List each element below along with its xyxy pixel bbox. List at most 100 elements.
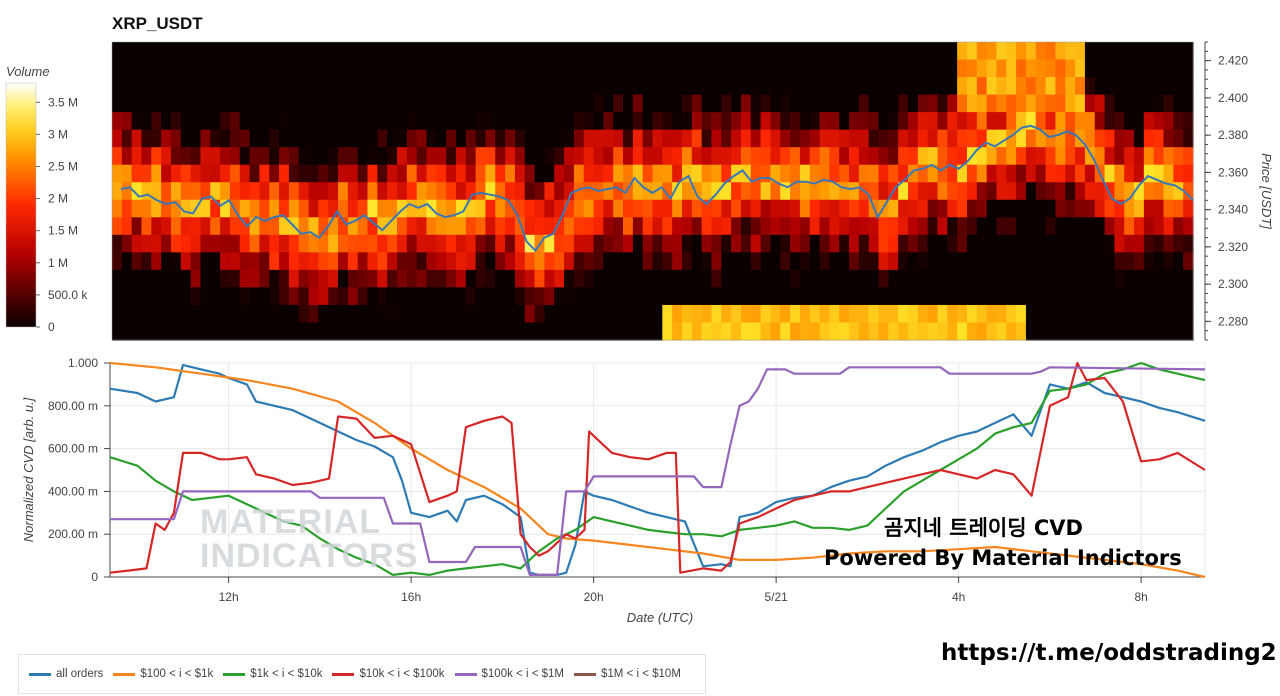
heatmap-cell <box>947 304 958 324</box>
legend-item[interactable]: all orders <box>29 668 103 680</box>
heatmap-cell <box>1173 182 1184 201</box>
heatmap-cell <box>878 42 889 61</box>
heatmap-cell <box>819 304 830 324</box>
legend-item[interactable]: $100 < i < $1k <box>113 668 213 680</box>
heatmap-cell <box>210 322 221 341</box>
heatmap-cell <box>141 234 152 253</box>
heatmap-cell <box>652 217 663 236</box>
heatmap-cell <box>288 304 300 324</box>
heatmap-cell <box>809 59 821 78</box>
heatmap-cell <box>347 252 359 271</box>
heatmap-cell <box>416 322 428 341</box>
legend-item[interactable]: $100k < i < $1M <box>454 668 564 680</box>
heatmap-cell <box>229 164 241 183</box>
heatmap-cell <box>426 94 437 113</box>
heatmap-cell <box>1143 147 1155 166</box>
heatmap-cell <box>819 112 830 131</box>
heatmap-cell <box>996 94 1007 113</box>
heatmap-cell <box>966 129 978 148</box>
cvd-y-axis-title: Normalized CVD [arb. u.] <box>21 397 36 542</box>
heatmap-cell <box>259 42 270 61</box>
heatmap-cell <box>554 287 565 306</box>
heatmap-cell <box>338 269 349 289</box>
heatmap-cell <box>809 287 821 306</box>
heatmap-cell <box>200 59 211 78</box>
price-heatmap-chart[interactable]: 2.2802.3002.3202.3402.3602.3802.4002.420… <box>0 0 1280 350</box>
heatmap-cell <box>917 269 929 289</box>
heatmap-cell <box>318 77 329 96</box>
heatmap-cell <box>642 147 654 166</box>
heatmap-cell <box>121 59 133 78</box>
legend-item[interactable]: $1k < i < $10k <box>223 668 322 680</box>
heatmap-cell <box>711 182 722 201</box>
heatmap-cell <box>279 287 290 306</box>
heatmap-cell <box>279 182 290 201</box>
heatmap-cell <box>868 234 880 253</box>
heatmap-cell <box>1084 269 1096 289</box>
heatmap-cell <box>603 129 614 148</box>
heatmap-cell <box>809 42 821 61</box>
legend-item[interactable]: $10k < i < $100k <box>332 668 445 680</box>
heatmap-cell <box>1183 252 1194 271</box>
heatmap-cell <box>239 182 251 201</box>
colorbar-gradient <box>5 82 37 328</box>
heatmap-cell <box>947 287 958 306</box>
heatmap-cell <box>318 59 329 78</box>
heatmap-cell <box>455 199 467 218</box>
legend-item[interactable]: $1M < i < $10M <box>574 668 681 680</box>
heatmap-cell <box>170 59 182 78</box>
heatmap-cell <box>151 147 162 166</box>
heatmap-cell <box>760 304 772 324</box>
heatmap-cell <box>554 59 565 78</box>
heatmap-cell <box>642 199 654 218</box>
heatmap-cell <box>1094 112 1106 131</box>
heatmap-cell <box>632 322 644 341</box>
heatmap-cell <box>947 234 958 253</box>
heatmap-cell <box>593 129 604 148</box>
heatmap-cell <box>1055 217 1066 236</box>
heatmap-cell <box>642 217 654 236</box>
heatmap-cell <box>1075 234 1086 253</box>
heatmap-cell <box>1075 94 1086 113</box>
heatmap-cell <box>573 129 585 148</box>
heatmap-cell <box>976 42 988 61</box>
heatmap-cell <box>416 182 428 201</box>
heatmap-cell <box>377 59 388 78</box>
heatmap-cell <box>465 304 477 324</box>
heatmap-cell <box>711 322 722 341</box>
heatmap-cell <box>298 304 310 324</box>
heatmap-cell <box>1104 252 1115 271</box>
heatmap-cell <box>593 147 604 166</box>
heatmap-cell <box>465 59 477 78</box>
heatmap-cell <box>239 322 251 341</box>
heatmap-cell <box>367 252 378 271</box>
heatmap-cell <box>1025 59 1037 78</box>
heatmap-cell <box>1075 182 1086 201</box>
heatmap-cell <box>613 217 624 236</box>
heatmap-cell <box>878 129 889 148</box>
heatmap-cell <box>151 112 162 131</box>
colorbar-tick-label: 0 <box>48 320 55 334</box>
heatmap-cell <box>1134 42 1145 61</box>
heatmap-cell <box>623 129 634 148</box>
heatmap-cell <box>1163 199 1174 218</box>
heatmap-cell <box>544 199 555 218</box>
heatmap-cell <box>642 304 654 324</box>
heatmap-cell <box>1173 77 1184 96</box>
heatmap-cell <box>377 182 388 201</box>
heatmap-cell <box>1055 287 1066 306</box>
heatmap-cell <box>583 164 595 183</box>
telegram-link[interactable]: https://t.me/oddstrading2 <box>941 640 1277 666</box>
heatmap-cell <box>731 304 742 324</box>
heatmap-cell <box>426 112 437 131</box>
heatmap-cell <box>888 94 899 113</box>
heatmap-cell <box>819 77 830 96</box>
heatmap-cell <box>780 77 791 96</box>
heatmap-cell <box>849 287 860 306</box>
legend-swatch <box>29 672 51 676</box>
heatmap-cell <box>524 42 536 61</box>
heatmap-cell <box>377 269 388 289</box>
heatmap-cell <box>1143 217 1155 236</box>
heatmap-cell <box>996 129 1007 148</box>
